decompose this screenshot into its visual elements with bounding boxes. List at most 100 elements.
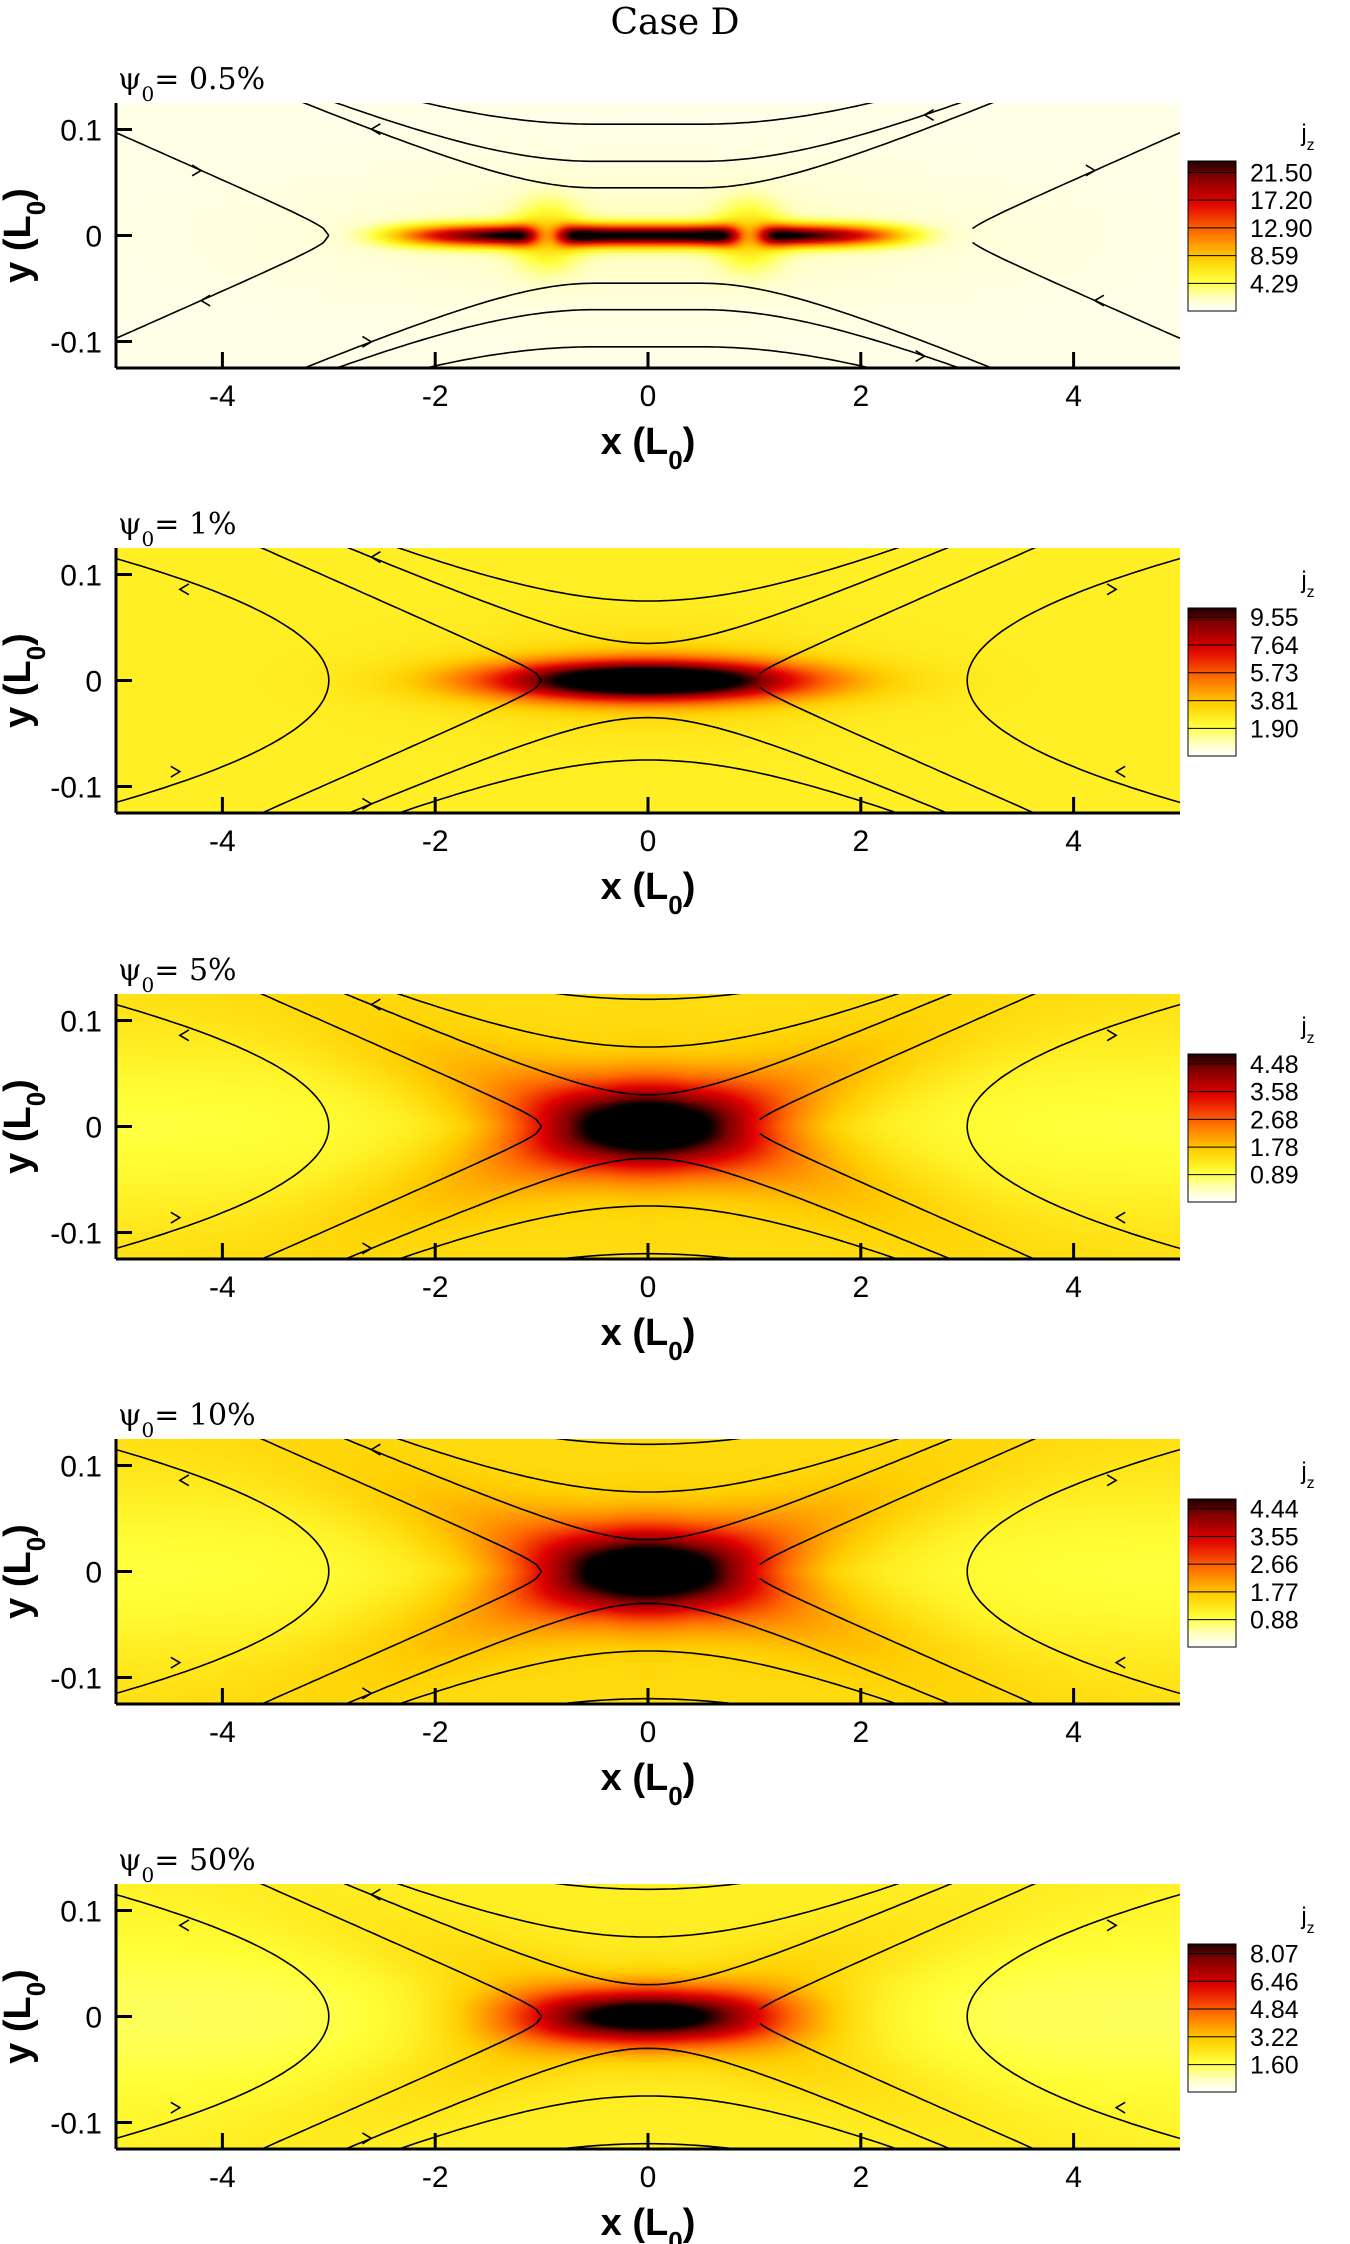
field-line	[343, 1884, 953, 1986]
colorbar-gradient	[1187, 160, 1237, 312]
field-line-arrow	[1086, 962, 1095, 973]
colorbar-gradient	[1187, 1053, 1237, 1203]
x-tick-label: 0	[640, 1271, 657, 1304]
x-tick-label: -2	[422, 825, 449, 858]
x-tick-label: 2	[852, 380, 869, 413]
colorbar-label: 21.50	[1250, 159, 1313, 187]
field-line-arrow	[1086, 1407, 1095, 1418]
field-line	[334, 103, 962, 163]
separatrix	[759, 1577, 1037, 1704]
separatrix	[259, 2016, 543, 2149]
colorbar-label: 12.90	[1250, 215, 1313, 243]
current-density-heatmap	[116, 1439, 1180, 1704]
separatrix	[116, 235, 330, 340]
separatrix	[259, 1439, 543, 1572]
field-lines	[116, 103, 1180, 387]
field-line-island	[966, 1893, 1180, 2140]
field-line-arrow	[923, 108, 935, 122]
panel-label: ψ0= 50%	[118, 1843, 256, 1887]
y-tick-label: 0	[85, 1557, 102, 1590]
y-axis-label: y (L0)	[0, 1524, 51, 1619]
field-line-arrow	[1093, 294, 1105, 307]
field-line-arrow	[178, 1474, 190, 1487]
field-line	[396, 1650, 900, 1704]
field-line-island	[966, 1448, 1180, 1695]
field-line-arrow	[178, 1029, 190, 1042]
field-lines	[116, 548, 1180, 828]
x-tick-label: 2	[852, 825, 869, 858]
x-tick-label: -4	[209, 380, 236, 413]
separatrix	[972, 241, 1180, 340]
field-line-arrow	[369, 123, 381, 136]
field-line-arrow	[916, 1263, 925, 1274]
y-tick-label: 0.1	[60, 1451, 102, 1484]
y-tick-label: -0.1	[50, 2108, 102, 2141]
x-tick-label: 4	[1065, 1716, 1082, 1749]
x-tick-label: 4	[1065, 825, 1082, 858]
colorbar-label: 7.64	[1250, 632, 1299, 660]
field-line	[422, 346, 874, 368]
colorbar-label: 4.84	[1250, 1996, 1299, 2024]
field-line-arrow	[170, 765, 182, 778]
y-tick-label: 0.1	[60, 1006, 102, 1039]
colorbar-label: 3.81	[1250, 688, 1299, 716]
separatrix	[759, 1132, 1037, 1259]
colorbar-label: 0.89	[1250, 1162, 1299, 1190]
field-line-arrow	[916, 817, 925, 828]
y-tick-label: -0.1	[50, 772, 102, 805]
x-axis-label: x (L0)	[601, 1757, 696, 1811]
figure-title: Case D	[610, 2, 739, 43]
field-line-arrow	[361, 335, 373, 348]
colorbar-label: 4.48	[1250, 1051, 1299, 1079]
colorbar-label: 9.55	[1250, 604, 1299, 632]
y-axis-label: y (L0)	[0, 1969, 51, 2064]
current-density-heatmap	[116, 994, 1180, 1259]
colorbar-label: 4.29	[1250, 270, 1299, 298]
field-line-arrow	[916, 1708, 925, 1719]
field-line-arrow	[1085, 164, 1097, 177]
field-line-arrow	[1106, 1029, 1118, 1042]
colorbar-title: jz	[1300, 1458, 1314, 1492]
colorbar-label: 8.07	[1250, 1941, 1299, 1969]
field-line-arrow	[371, 1838, 380, 1849]
separatrix	[259, 994, 543, 1127]
x-tick-label: 4	[1065, 380, 1082, 413]
field-line	[302, 103, 994, 189]
field-line-arrow	[1114, 1211, 1126, 1224]
colorbar-label: 1.77	[1250, 1579, 1299, 1607]
field-line	[396, 759, 900, 813]
field-lines	[116, 1407, 1180, 1719]
x-tick-label: 4	[1065, 2161, 1082, 2194]
field-line	[396, 1205, 900, 1259]
colorbar-title: jz	[1300, 120, 1314, 154]
field-line-arrow	[925, 1424, 934, 1435]
separatrix	[259, 1571, 543, 1704]
x-tick-label: 0	[640, 1716, 657, 1749]
x-tick-label: -4	[209, 1271, 236, 1304]
field-line	[334, 308, 962, 368]
separatrix	[759, 1884, 1037, 2011]
colorbar-label: 2.68	[1250, 1106, 1299, 1134]
field-line-island	[116, 1003, 330, 1250]
field-line-arrow	[361, 1687, 373, 1700]
x-tick-label: -2	[422, 1271, 449, 1304]
colorbar-title: jz	[1300, 567, 1314, 601]
colorbar-label: 8.59	[1250, 243, 1299, 271]
field-line	[302, 282, 994, 368]
field-line-arrow	[925, 979, 934, 990]
colorbar-label: 0.88	[1250, 1607, 1299, 1635]
x-axis-label: x (L0)	[601, 2202, 696, 2244]
panel-label: ψ0= 5%	[118, 953, 237, 997]
field-lines	[116, 962, 1180, 1291]
field-line-arrow	[1095, 1280, 1104, 1291]
separatrix	[759, 994, 1037, 1121]
separatrix	[259, 1126, 543, 1259]
field-line-arrow	[362, 376, 371, 387]
separatrix	[759, 2022, 1037, 2149]
field-line-arrow	[1114, 2101, 1126, 2114]
field-line-arrow	[369, 998, 381, 1011]
field-line-arrow	[170, 2101, 182, 2114]
